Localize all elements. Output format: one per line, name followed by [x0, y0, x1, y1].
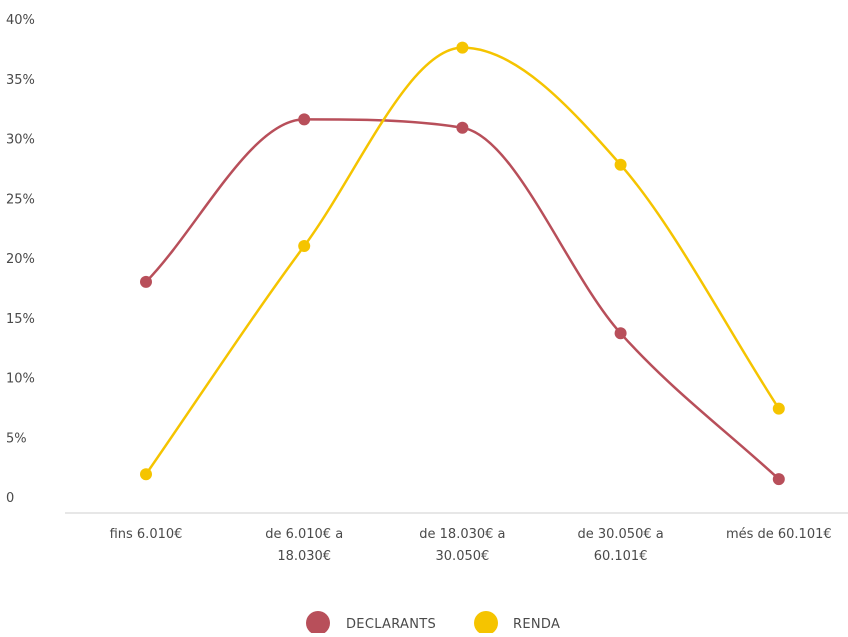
- series-declarants: [140, 113, 785, 486]
- series-line-renda: [144, 46, 780, 476]
- data-point-declarants[interactable]: [772, 473, 785, 486]
- data-point-renda[interactable]: [614, 158, 627, 171]
- legend-label: RENDA: [513, 617, 560, 632]
- data-point-declarants[interactable]: [456, 121, 469, 134]
- y-tick-label: 10%: [6, 372, 35, 387]
- y-tick-label: 25%: [6, 192, 35, 207]
- legend-item-renda[interactable]: RENDA: [474, 611, 560, 635]
- y-tick-label: 30%: [6, 133, 35, 148]
- x-tick-label: de 18.030€ a 30.050€: [419, 527, 505, 564]
- y-tick-label: 40%: [6, 13, 35, 28]
- x-axis: fins 6.010€ de 6.010€ a 18.030€ de 18.030€ …: [110, 527, 832, 564]
- series-layer: [140, 41, 785, 486]
- y-tick-label: 5%: [6, 431, 27, 446]
- x-tick-label: més de 60.101€: [726, 527, 832, 542]
- y-tick-label: 35%: [6, 73, 35, 88]
- y-tick-label: 0: [6, 491, 14, 506]
- data-point-declarants[interactable]: [140, 275, 152, 288]
- x-tick-label: fins 6.010€: [110, 527, 183, 542]
- legend-marker: [474, 611, 498, 635]
- y-tick-label: 20%: [6, 252, 35, 267]
- data-point-renda[interactable]: [456, 41, 469, 54]
- y-axis: 0 5% 10% 15% 20% 25% 30% 35% 40%: [6, 13, 35, 506]
- data-point-renda[interactable]: [298, 240, 311, 253]
- legend: DECLARANTS RENDA: [306, 611, 560, 635]
- y-tick-label: 15%: [6, 312, 35, 327]
- series-renda: [140, 41, 785, 481]
- data-point-renda[interactable]: [140, 468, 152, 481]
- legend-item-declarants[interactable]: DECLARANTS: [306, 611, 436, 635]
- data-point-renda[interactable]: [772, 402, 785, 415]
- legend-marker: [306, 611, 330, 635]
- data-point-declarants[interactable]: [614, 327, 627, 340]
- data-point-declarants[interactable]: [298, 113, 311, 126]
- legend-label: DECLARANTS: [346, 617, 436, 632]
- x-tick-label: de 6.010€ a 18.030€: [265, 527, 343, 564]
- x-tick-label: de 30.050€ a 60.101€: [577, 527, 663, 564]
- series-line-declarants: [145, 118, 780, 480]
